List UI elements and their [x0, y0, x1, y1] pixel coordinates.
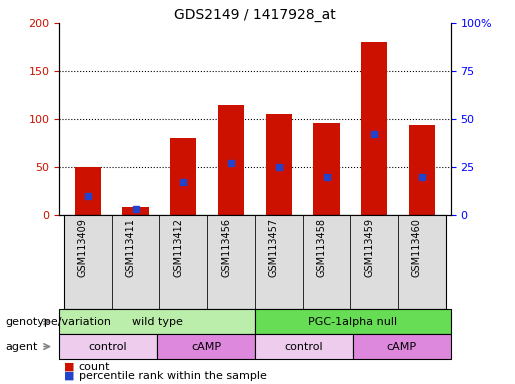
Text: GSM113456: GSM113456	[221, 218, 231, 277]
Text: genotype/variation: genotype/variation	[5, 316, 111, 327]
Text: agent: agent	[5, 341, 38, 352]
Text: PGC-1alpha null: PGC-1alpha null	[308, 316, 398, 327]
Text: count: count	[79, 362, 110, 372]
Bar	[170, 138, 196, 215]
Text: control: control	[284, 341, 323, 352]
Bar	[314, 123, 340, 215]
Bar	[75, 167, 101, 215]
Text: cAMP: cAMP	[191, 341, 221, 352]
Title: GDS2149 / 1417928_at: GDS2149 / 1417928_at	[174, 8, 336, 22]
Bar	[64, 215, 112, 309]
Text: ■: ■	[64, 362, 75, 372]
Bar	[123, 207, 149, 215]
Text: GSM113457: GSM113457	[269, 218, 279, 277]
Text: GSM113459: GSM113459	[364, 218, 374, 277]
Bar	[350, 215, 398, 309]
Text: GSM113411: GSM113411	[126, 218, 135, 277]
Bar	[303, 215, 350, 309]
Text: GSM113412: GSM113412	[174, 218, 183, 277]
Bar	[207, 215, 255, 309]
Bar	[255, 215, 303, 309]
Text: GSM113409: GSM113409	[78, 218, 88, 277]
Bar	[218, 104, 244, 215]
Text: ■: ■	[64, 371, 75, 381]
Text: GSM113460: GSM113460	[412, 218, 422, 277]
Bar	[266, 114, 292, 215]
Bar	[112, 215, 160, 309]
Text: control: control	[89, 341, 127, 352]
Bar	[160, 215, 207, 309]
Bar	[409, 125, 435, 215]
Text: percentile rank within the sample: percentile rank within the sample	[79, 371, 267, 381]
Text: cAMP: cAMP	[387, 341, 417, 352]
Bar	[398, 215, 446, 309]
Bar	[361, 42, 387, 215]
Text: GSM113458: GSM113458	[317, 218, 327, 277]
Text: wild type: wild type	[132, 316, 182, 327]
